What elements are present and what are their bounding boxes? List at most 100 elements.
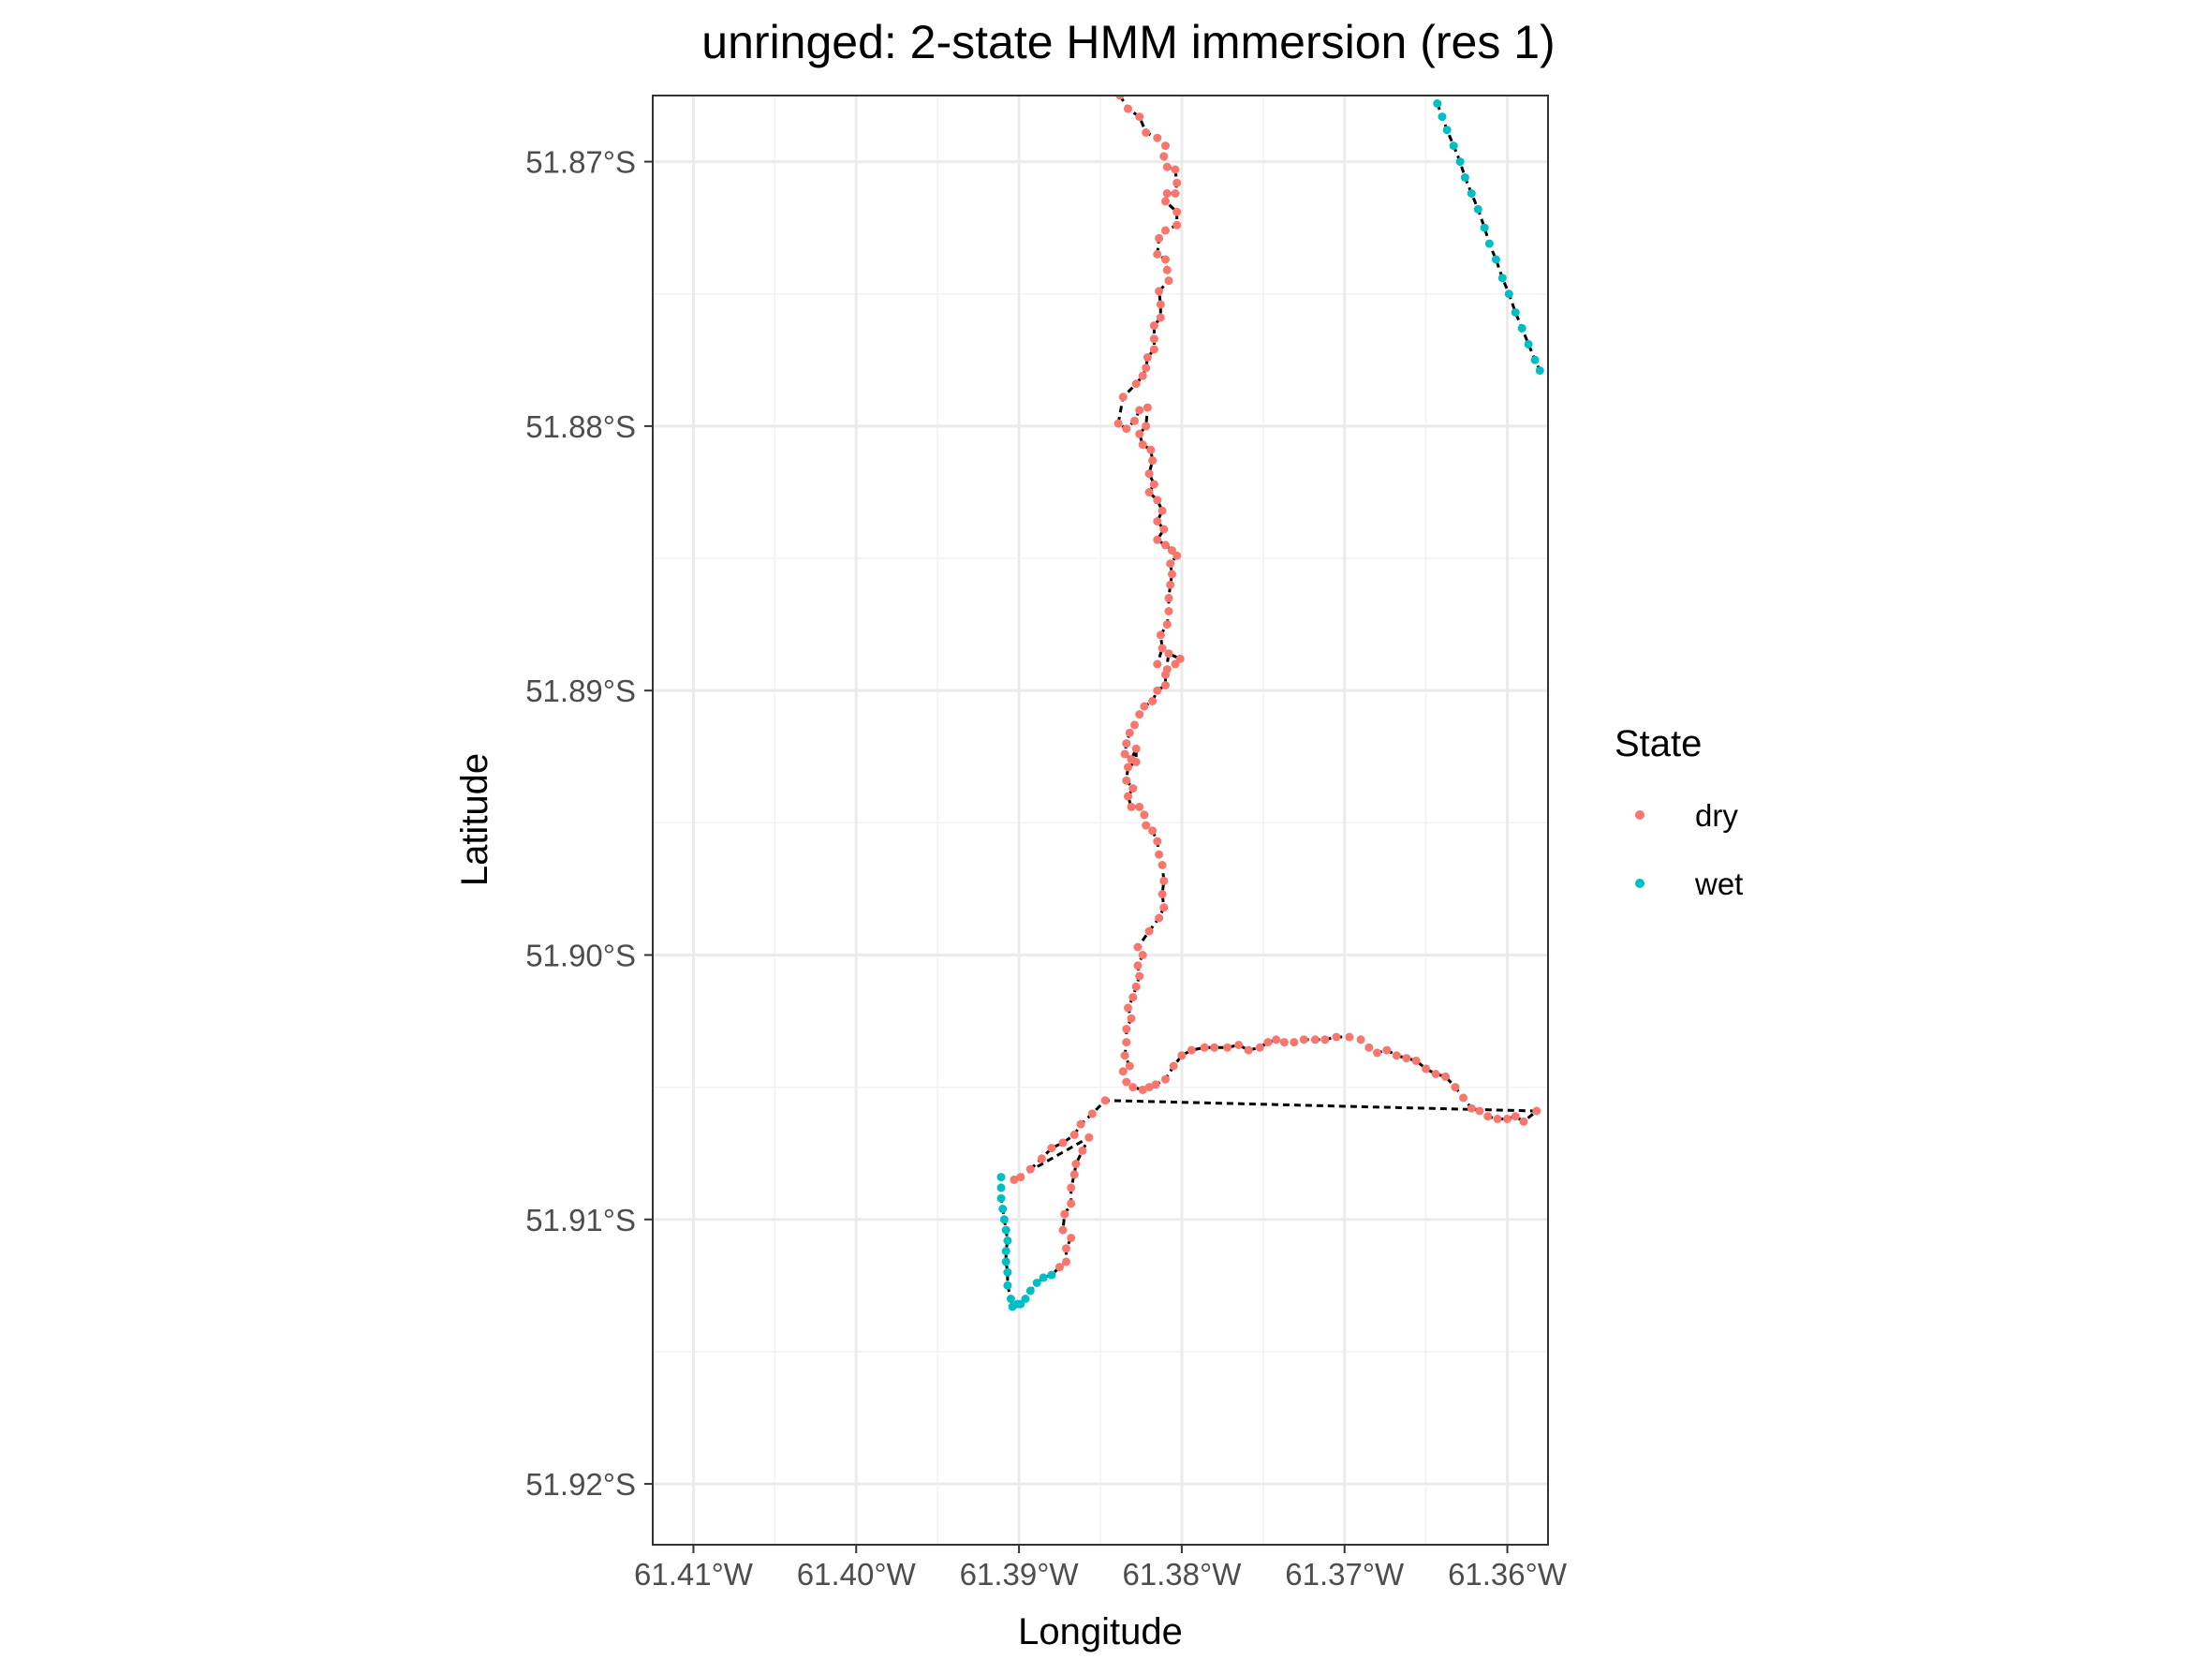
point-dry: [1483, 1112, 1493, 1121]
point-dry: [1210, 1043, 1219, 1052]
point-wet: [1001, 1225, 1010, 1235]
point-dry: [1135, 710, 1144, 719]
point-dry: [1047, 1144, 1056, 1153]
point-dry: [1084, 1133, 1094, 1142]
point-dry: [1151, 1080, 1160, 1089]
point-dry: [1128, 784, 1138, 793]
point-wet: [1480, 223, 1489, 232]
point-dry: [1130, 416, 1139, 425]
legend-entries: dry wet: [1635, 798, 1743, 901]
point-dry: [1078, 1146, 1087, 1155]
point-dry: [1200, 1043, 1209, 1052]
point-dry: [1124, 792, 1132, 801]
point-dry: [1153, 535, 1162, 544]
point-dry: [1162, 620, 1172, 630]
point-dry: [1402, 1054, 1411, 1063]
point-dry: [1143, 403, 1152, 412]
point-wet: [1530, 355, 1540, 364]
y-axis: 51.87°S 51.88°S 51.89°S 51.90°S 51.91°S 51.92…: [525, 145, 653, 1502]
point-dry: [1161, 197, 1170, 206]
point-dry: [1161, 681, 1170, 689]
point-wet: [1517, 323, 1526, 333]
point-dry: [1148, 826, 1158, 836]
point-dry: [1118, 393, 1128, 402]
point-dry: [1055, 1263, 1064, 1272]
point-wet: [1449, 141, 1458, 151]
point-dry: [1087, 1109, 1097, 1118]
point-dry: [1162, 265, 1172, 274]
point-dry: [1062, 1257, 1070, 1266]
point-wet: [1484, 239, 1494, 248]
point-dry: [1156, 313, 1165, 322]
point-dry: [1144, 469, 1154, 479]
point-dry: [1411, 1056, 1421, 1065]
point-dry: [1153, 496, 1162, 505]
point-dry: [1037, 1154, 1046, 1163]
point-dry: [1279, 1038, 1289, 1047]
y-tick-label: 51.87°S: [525, 145, 636, 180]
point-dry: [1356, 1035, 1365, 1044]
point-wet: [1433, 99, 1442, 108]
point-dry: [1272, 1035, 1281, 1044]
point-dry: [1382, 1045, 1392, 1055]
y-tick-label: 51.91°S: [525, 1203, 636, 1237]
point-wet: [1473, 204, 1482, 214]
point-dry: [1149, 480, 1158, 489]
point-dry: [1062, 1244, 1070, 1253]
point-dry: [1263, 1038, 1273, 1047]
point-dry: [1153, 249, 1162, 259]
point-dry: [1158, 861, 1167, 869]
point-dry: [1144, 926, 1154, 936]
point-dry: [1467, 1104, 1476, 1113]
point-dry: [1010, 1175, 1019, 1184]
point-wet: [996, 1183, 1006, 1192]
point-dry: [1159, 152, 1169, 161]
point-wet: [1460, 173, 1469, 182]
point-dry: [1140, 810, 1149, 820]
point-dry: [1138, 371, 1147, 380]
point-wet: [1491, 255, 1500, 264]
point-dry: [1161, 141, 1170, 151]
point-dry: [1142, 128, 1151, 137]
point-dry: [1128, 993, 1138, 1002]
point-dry: [1373, 1048, 1381, 1058]
point-dry: [1459, 1093, 1468, 1103]
track-segment: [1436, 102, 1541, 372]
point-dry: [1166, 559, 1175, 569]
point-dry: [1067, 1234, 1076, 1242]
point-dry: [1164, 607, 1173, 615]
point-dry: [1067, 1183, 1076, 1192]
point-dry: [1161, 255, 1170, 264]
point-dry: [1159, 876, 1169, 885]
point-dry: [1128, 1083, 1138, 1092]
point-dry: [1142, 422, 1151, 431]
point-dry: [1115, 96, 1125, 100]
point-dry: [1069, 1170, 1079, 1179]
point-dry: [1140, 702, 1149, 711]
point-dry: [1118, 1067, 1128, 1076]
point-dry: [1441, 1072, 1450, 1081]
point-dry: [1133, 942, 1143, 952]
point-dry: [1131, 744, 1141, 753]
point-dry: [1255, 1043, 1264, 1052]
point-wet: [1535, 366, 1544, 376]
x-tick-label: 61.36°W: [1448, 1557, 1568, 1592]
point-dry: [1161, 1074, 1170, 1084]
point-dry: [1069, 1130, 1079, 1139]
point-dry: [1124, 1003, 1132, 1013]
point-dry: [1076, 1119, 1085, 1129]
point-dry: [1475, 1106, 1484, 1116]
point-wet: [1438, 112, 1447, 122]
x-axis: 61.41°W 61.40°W 61.39°W 61.38°W 61.37°W 61.36…: [634, 1545, 1568, 1592]
point-dry: [1158, 644, 1167, 653]
point-dry: [1149, 334, 1158, 344]
point-dry: [1067, 1199, 1076, 1208]
point-dry: [1138, 1085, 1147, 1094]
point-dry: [1155, 287, 1164, 296]
point-dry: [1172, 207, 1182, 216]
point-dry: [1169, 1061, 1178, 1071]
point-dry: [1310, 1035, 1320, 1044]
point-dry: [1172, 551, 1182, 560]
point-dry: [1171, 165, 1180, 174]
point-dry: [1532, 1106, 1541, 1116]
